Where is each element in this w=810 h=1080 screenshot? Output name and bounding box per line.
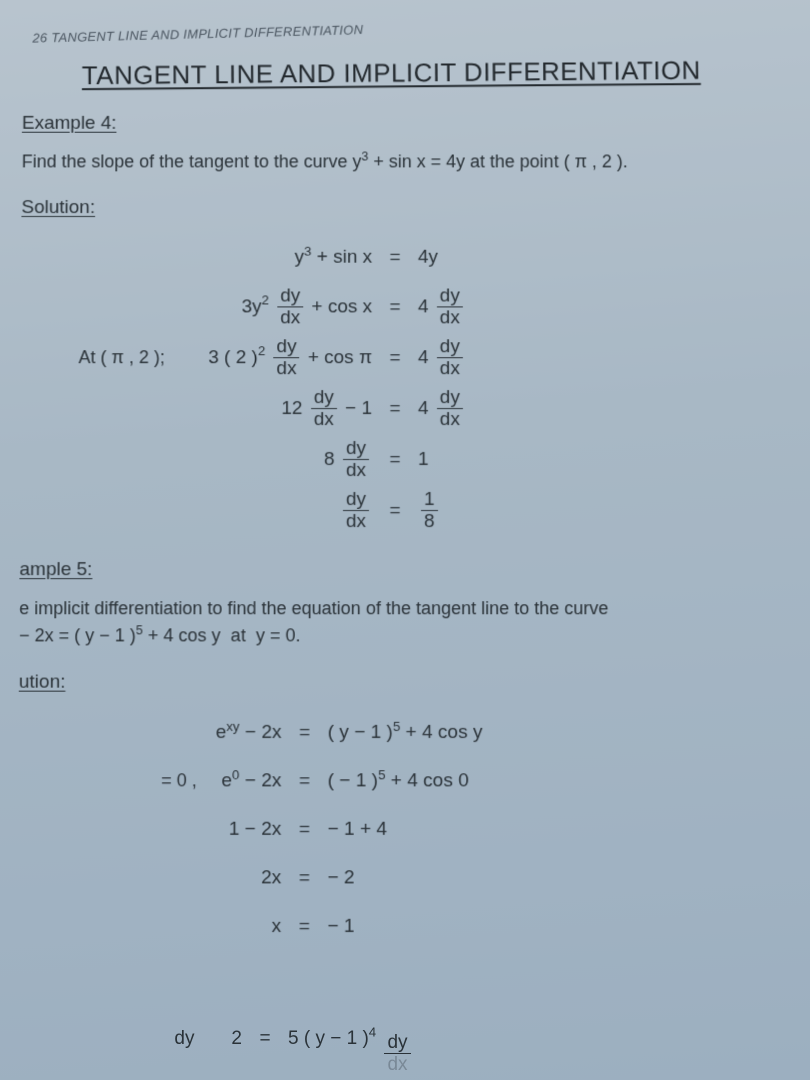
- solution-label-5: ution:: [19, 672, 791, 694]
- eq-sign: =: [250, 1028, 280, 1074]
- eq-rhs: 4 dydx: [410, 337, 789, 378]
- page-header: 26 TANGENT LINE AND IMPLICIT DIFFERENTIA…: [22, 11, 787, 46]
- eq-rhs: 5 ( y − 1 )4 dydx: [280, 1028, 790, 1074]
- eq-rhs: 4 dydx: [410, 388, 790, 429]
- eq-lhs: exy − 2x: [59, 722, 290, 744]
- problem-math: − 2x = ( y − 1 )5 + 4 cos y at y = 0.: [19, 625, 300, 645]
- eq-lhs: 12 dydx − 1: [60, 388, 380, 429]
- eq-lhs: y3 + sin x: [61, 247, 380, 269]
- example5-label: ample 5:: [19, 559, 790, 581]
- cutoff-row: dy 2 = 5 ( y − 1 )4 dydx: [20, 1028, 790, 1074]
- eq-row: At ( π , 2 );3 ( 2 )2 dydx + cos π = 4 d…: [60, 337, 789, 378]
- eq-rhs: − 1: [319, 916, 792, 938]
- eq-rhs: ( y − 1 )5 + 4 cos y: [320, 722, 792, 744]
- eq-sign: =: [289, 867, 319, 889]
- eq-sign: =: [380, 398, 410, 420]
- eq-row: 12 dydx − 1 = 4 dydx: [60, 388, 790, 429]
- eq-row: 1 − 2x = − 1 + 4: [58, 811, 792, 849]
- eq-row: 3y2 dydx + cos x = 4 dydx: [61, 287, 789, 328]
- eq-lhs: = 0 ,e0 − 2x: [58, 770, 289, 792]
- example5-problem: e implicit differentiation to find the e…: [19, 595, 791, 649]
- example4-problem: Find the slope of the tangent to the cur…: [22, 149, 789, 176]
- eq-sign: =: [289, 770, 319, 792]
- eq-row: dydx = 18: [60, 490, 791, 531]
- eq-row: 8 dydx = 1: [60, 439, 790, 480]
- eq-lhs: At ( π , 2 );3 ( 2 )2 dydx + cos π: [60, 337, 380, 378]
- eq-rhs: − 1 + 4: [320, 819, 793, 841]
- eq-row: x = − 1: [58, 908, 793, 946]
- eq-row: = 0 ,e0 − 2x = ( − 1 )5 + 4 cos 0: [58, 762, 791, 800]
- eq-lhs: 2x: [58, 867, 289, 889]
- eq-rhs: 18: [410, 490, 790, 531]
- problem-text: e implicit differentiation to find the e…: [19, 598, 608, 618]
- eq-lhs: 3y2 dydx + cos x: [61, 287, 380, 328]
- eq-sign: =: [380, 500, 410, 522]
- eq-rhs: 4y: [410, 247, 789, 269]
- at-point-label: At ( π , 2 );: [78, 347, 208, 368]
- eq-lhs: dydx: [60, 490, 380, 531]
- eq-sign: =: [290, 722, 320, 744]
- example5-work: exy − 2x = ( y − 1 )5 + 4 cos y = 0 ,e0 …: [58, 714, 793, 946]
- eq-lhs: x: [58, 916, 290, 938]
- example4-label: Example 4:: [22, 113, 788, 135]
- chapter-title: TANGENT LINE AND IMPLICIT DIFFERENTIATIO…: [82, 55, 788, 92]
- problem-text-post: at the point ( π , 2 ).: [470, 152, 628, 172]
- eq-sign: =: [289, 916, 319, 938]
- eq-sign: =: [289, 819, 319, 841]
- problem-text: Find the slope of the tangent to the cur…: [22, 152, 353, 172]
- at-y0-label: = 0 ,: [161, 770, 221, 791]
- eq-sign: =: [380, 296, 410, 318]
- eq-sign: =: [380, 347, 410, 369]
- eq-row: y3 + sin x = 4y: [61, 239, 789, 277]
- eq-rhs: 4 dydx: [410, 287, 789, 328]
- eq-sign: =: [380, 449, 410, 471]
- example4-work: y3 + sin x = 4y 3y2 dydx + cos x = 4 dyd…: [60, 239, 791, 531]
- eq-rhs: ( − 1 )5 + 4 cos 0: [320, 770, 792, 792]
- eq-lhs: dy 2: [20, 1028, 250, 1074]
- solution-label: Solution:: [21, 197, 788, 219]
- problem-math: y3 + sin x = 4y: [352, 152, 465, 172]
- eq-rhs: − 2: [319, 867, 792, 889]
- eq-sign: =: [380, 247, 410, 269]
- eq-lhs: 8 dydx: [60, 439, 380, 480]
- eq-rhs: 1: [410, 449, 790, 471]
- eq-row: 2x = − 2: [58, 859, 793, 897]
- eq-lhs: 1 − 2x: [58, 819, 289, 841]
- eq-row: exy − 2x = ( y − 1 )5 + 4 cos y: [59, 714, 792, 752]
